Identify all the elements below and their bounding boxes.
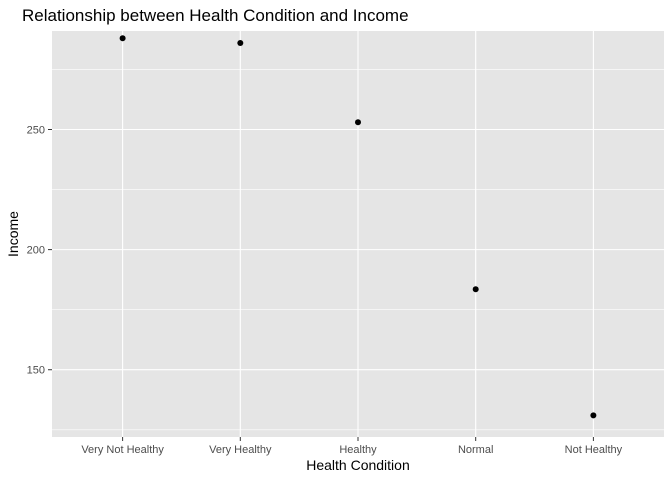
y-tick-label: 200 [27,245,45,257]
data-points [119,35,597,419]
data-point [590,412,597,419]
x-axis-title: Health Condition [306,457,410,473]
x-tick-label: Normal [458,444,493,456]
y-tick-label: 150 [27,365,45,377]
y-axis-title: Income [5,211,21,257]
data-point [472,286,479,293]
x-tick-label: Very Healthy [209,444,272,456]
data-point [237,40,244,47]
chart-title: Relationship between Health Condition an… [22,6,409,25]
y-tick-label: 250 [27,124,45,136]
data-point [355,119,361,126]
data-point [119,35,126,42]
major-gridlines [52,31,664,437]
x-axis-ticks: Very Not Healthy Very Healthy Healthy Norma… [81,437,623,456]
y-axis-ticks: 150 200 250 [27,124,52,377]
x-tick-label: Very Not Healthy [81,444,164,456]
x-tick-label: Healthy [339,444,377,456]
x-tick-label: Not Healthy [565,444,623,456]
